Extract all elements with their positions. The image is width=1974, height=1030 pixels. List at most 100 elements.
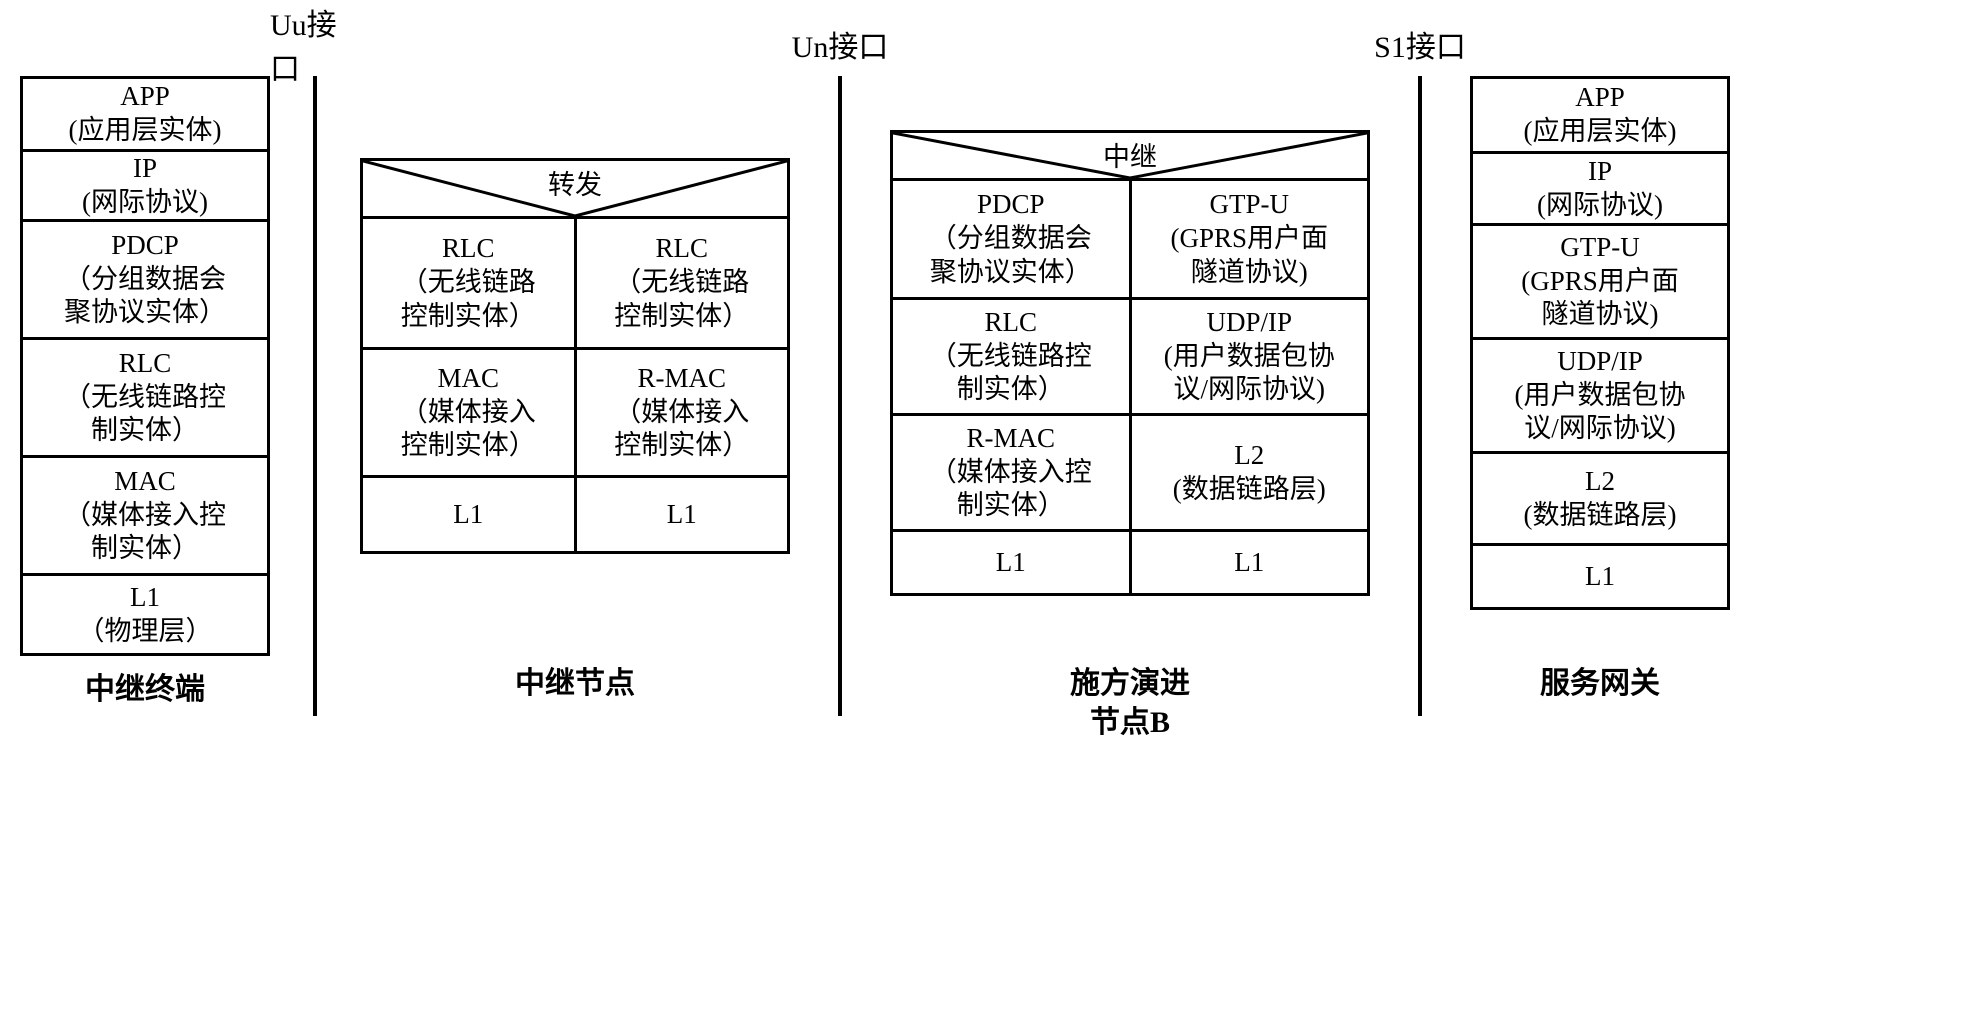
relay-terminal-stack: APP (应用层实体) IP (网际协议) PDCP （分组数据会 聚协议实体）… xyxy=(20,76,270,656)
node-label-sgw: 服务网关 xyxy=(1540,664,1660,703)
layer-ip: IP (网际协议) xyxy=(23,149,267,219)
sep-s1: S1接口 xyxy=(1370,20,1470,716)
text: （无线链路 xyxy=(401,266,536,300)
text: RLC xyxy=(442,232,495,266)
text: L1 xyxy=(453,498,483,532)
text: （无线链路控 xyxy=(930,340,1092,374)
text: PDCP xyxy=(977,188,1045,222)
layer-l2: L2 (数据链路层) xyxy=(1473,451,1727,543)
text: （无线链路控 xyxy=(64,381,226,415)
text: (用户数据包协 xyxy=(1164,340,1335,374)
node-label-denb: 施方演进 节点B xyxy=(1070,664,1190,742)
text: (GPRS用户面 xyxy=(1170,222,1328,256)
text: 施方演进 节点B xyxy=(1070,667,1190,739)
interface-un: Un接口 xyxy=(792,20,889,68)
sep-line-icon xyxy=(1418,76,1422,716)
text: MAC xyxy=(114,465,176,499)
layer-rlc: RLC （无线链路 控制实体） xyxy=(577,219,788,347)
text: 制实体） xyxy=(957,489,1065,523)
text: L2 xyxy=(1234,439,1264,473)
text: （媒体接入控 xyxy=(930,456,1092,490)
layer-rlc: RLC （无线链路 控制实体） xyxy=(363,219,574,347)
layer-l2: L2 (数据链路层) xyxy=(1132,413,1368,529)
text: IP xyxy=(1588,155,1612,189)
text: L1 xyxy=(1585,560,1615,594)
layer-pdcp: PDCP （分组数据会 聚协议实体） xyxy=(23,219,267,337)
sep-uu: Uu接口 xyxy=(270,20,360,716)
text: RLC xyxy=(655,232,708,266)
text: （媒体接入控 xyxy=(64,499,226,533)
layer-app: APP (应用层实体) xyxy=(23,79,267,149)
layer-rlc: RLC （无线链路控 制实体） xyxy=(893,297,1129,413)
denb-header: 中继 xyxy=(893,133,1367,181)
text: L1 xyxy=(1234,546,1264,580)
interface-uu: Uu接口 xyxy=(270,20,360,68)
layer-l1: L1 xyxy=(577,475,788,551)
text: （媒体接入 xyxy=(614,396,749,430)
text: APP xyxy=(1575,81,1625,115)
text: (数据链路层) xyxy=(1524,499,1677,533)
layer-pdcp: PDCP （分组数据会 聚协议实体） xyxy=(893,181,1129,297)
text: RLC xyxy=(984,306,1037,340)
text: APP xyxy=(120,80,170,114)
layer-udpip: UDP/IP (用户数据包协 议/网际协议) xyxy=(1132,297,1368,413)
protocol-stack-diagram: APP (应用层实体) IP (网际协议) PDCP （分组数据会 聚协议实体）… xyxy=(20,20,1920,742)
text: L1 xyxy=(130,581,160,615)
sgw-stack: APP (应用层实体) IP (网际协议) GTP-U (GPRS用户面 隧道协… xyxy=(1470,76,1730,610)
text: L1 xyxy=(667,498,697,532)
layer-l1: L1 xyxy=(363,475,574,551)
rn-right: RLC （无线链路 控制实体） R-MAC （媒体接入 控制实体） L1 xyxy=(574,219,788,551)
text: UDP/IP xyxy=(1557,345,1643,379)
dual-body: RLC （无线链路 控制实体） MAC （媒体接入 控制实体） L1 xyxy=(363,219,787,551)
text: 聚协议实体） xyxy=(64,296,226,330)
text: (用户数据包协 xyxy=(1515,379,1686,413)
layer-mac: MAC （媒体接入控 制实体） xyxy=(23,455,267,573)
layer-l1: L1 xyxy=(1473,543,1727,607)
layer-app: APP (应用层实体) xyxy=(1473,79,1727,151)
col-relay-terminal: APP (应用层实体) IP (网际协议) PDCP （分组数据会 聚协议实体）… xyxy=(20,20,270,709)
text: 聚协议实体） xyxy=(930,256,1092,290)
text: (数据链路层) xyxy=(1173,473,1326,507)
text: (GPRS用户面 xyxy=(1521,265,1679,299)
text: (应用层实体) xyxy=(69,114,222,148)
text: 制实体） xyxy=(957,373,1065,407)
text: 制实体） xyxy=(91,414,199,448)
text: 隧道协议) xyxy=(1542,298,1659,332)
header-text: 转发 xyxy=(548,163,602,202)
denb-right: GTP-U (GPRS用户面 隧道协议) UDP/IP (用户数据包协 议/网际… xyxy=(1129,181,1368,593)
layer-l1: L1 xyxy=(893,529,1129,593)
layer-rmac: R-MAC （媒体接入 控制实体） xyxy=(577,347,788,475)
node-label-relay-node: 中继节点 xyxy=(515,664,635,703)
layer-udpip: UDP/IP (用户数据包协 议/网际协议) xyxy=(1473,337,1727,451)
col-denb: 中继 PDCP （分组数据会 聚协议实体） RLC （无线链路控 制实体） xyxy=(890,20,1370,742)
layer-rmac: R-MAC （媒体接入控 制实体） xyxy=(893,413,1129,529)
text: (网际协议) xyxy=(1537,189,1663,223)
text: (网际协议) xyxy=(82,186,208,220)
text: 制实体） xyxy=(91,532,199,566)
text: R-MAC xyxy=(966,422,1055,456)
dual-body: PDCP （分组数据会 聚协议实体） RLC （无线链路控 制实体） R-MAC… xyxy=(893,181,1367,593)
text: （媒体接入 xyxy=(401,396,536,430)
relay-node-header: 转发 xyxy=(363,161,787,219)
sep-line-icon xyxy=(838,76,842,716)
denb-stack: 中继 PDCP （分组数据会 聚协议实体） RLC （无线链路控 制实体） xyxy=(890,130,1370,596)
text: GTP-U xyxy=(1210,188,1290,222)
layer-mac: MAC （媒体接入 控制实体） xyxy=(363,347,574,475)
layer-ip: IP (网际协议) xyxy=(1473,151,1727,223)
header-text: 中继 xyxy=(1103,135,1157,174)
text: RLC xyxy=(119,347,172,381)
text: GTP-U xyxy=(1560,231,1640,265)
text: （分组数据会 xyxy=(930,222,1092,256)
sep-line-icon xyxy=(313,76,317,716)
text: 议/网际协议) xyxy=(1174,373,1326,407)
text: L2 xyxy=(1585,465,1615,499)
layer-l1: L1 xyxy=(1132,529,1368,593)
text: L1 xyxy=(996,546,1026,580)
text: IP xyxy=(133,152,157,186)
text: （无线链路 xyxy=(614,266,749,300)
text: MAC xyxy=(437,362,499,396)
text: (应用层实体) xyxy=(1524,115,1677,149)
text: （分组数据会 xyxy=(64,263,226,297)
rn-left: RLC （无线链路 控制实体） MAC （媒体接入 控制实体） L1 xyxy=(363,219,574,551)
text: （物理层） xyxy=(78,615,213,649)
